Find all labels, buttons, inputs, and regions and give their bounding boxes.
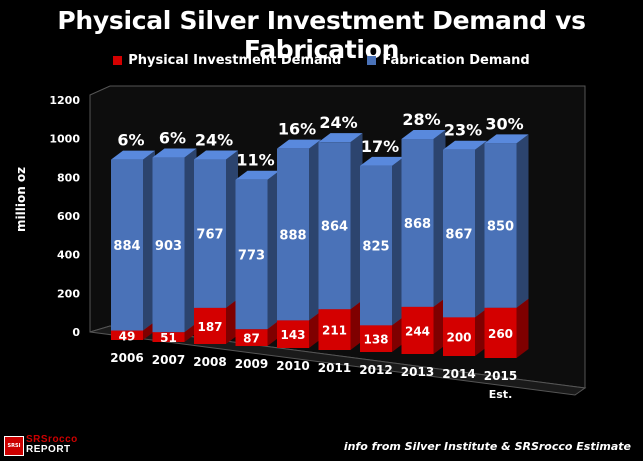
percent-annotation: 6% <box>117 131 144 150</box>
x-tick-label: 2014 <box>442 367 475 381</box>
percent-annotation: 28% <box>402 110 440 129</box>
data-label-fabrication: 864 <box>321 220 348 235</box>
data-label-fabrication: 825 <box>362 240 389 255</box>
y-tick-label: 1000 <box>49 133 80 146</box>
y-tick-label: 0 <box>72 326 80 339</box>
logo-line2: REPORT <box>26 444 71 455</box>
x-tick-label: 2011 <box>318 361 351 375</box>
data-label-investment: 187 <box>197 320 222 334</box>
x-tick-label: 2015 <box>484 369 517 383</box>
data-label-fabrication: 888 <box>279 229 306 244</box>
data-label-investment: 51 <box>160 331 177 345</box>
y-tick-label: 200 <box>57 287 80 300</box>
x-tick-label: 2008 <box>193 355 226 369</box>
x-tick-label: 2006 <box>110 351 143 365</box>
data-label-investment: 244 <box>405 324 430 338</box>
data-label-fabrication: 850 <box>487 220 514 235</box>
logo-mark: SRSI <box>4 436 24 456</box>
x-tick-label-suffix: Est. <box>489 388 513 401</box>
data-label-investment: 200 <box>446 331 471 345</box>
data-label-fabrication: 903 <box>155 239 182 254</box>
data-label-investment: 87 <box>243 332 260 346</box>
data-label-fabrication: 767 <box>196 228 223 243</box>
data-label-fabrication: 867 <box>445 228 472 243</box>
x-tick-label: 2012 <box>359 363 392 377</box>
data-label-fabrication: 773 <box>238 248 265 263</box>
x-tick-label: 2007 <box>152 353 185 367</box>
percent-annotation: 23% <box>444 121 482 140</box>
x-tick-label: 2009 <box>235 357 268 371</box>
x-tick-label: 2010 <box>276 359 309 373</box>
data-label-fabrication: 868 <box>404 217 431 232</box>
y-tick-label: 400 <box>57 249 80 262</box>
x-tick-label: 2013 <box>401 365 434 379</box>
data-label-investment: 211 <box>322 324 347 338</box>
data-label-investment: 49 <box>119 329 136 343</box>
percent-annotation: 24% <box>319 113 357 132</box>
y-tick-label: 600 <box>57 210 80 223</box>
percent-annotation: 11% <box>236 151 274 170</box>
percent-annotation: 24% <box>195 131 233 150</box>
srsrocco-logo: SRSI SRSrocco REPORT <box>4 434 88 456</box>
y-tick-label: 1200 <box>49 94 80 107</box>
data-label-fabrication: 884 <box>113 239 140 254</box>
data-label-investment: 138 <box>363 333 388 347</box>
percent-annotation: 17% <box>361 137 399 156</box>
source-note: info from Silver Institute & SRSrocco Es… <box>344 440 631 453</box>
data-label-investment: 260 <box>488 327 513 341</box>
y-tick-label: 800 <box>57 171 80 184</box>
percent-annotation: 16% <box>278 120 316 139</box>
percent-annotation: 30% <box>485 114 523 133</box>
data-label-investment: 143 <box>280 328 305 342</box>
percent-annotation: 6% <box>159 129 186 148</box>
